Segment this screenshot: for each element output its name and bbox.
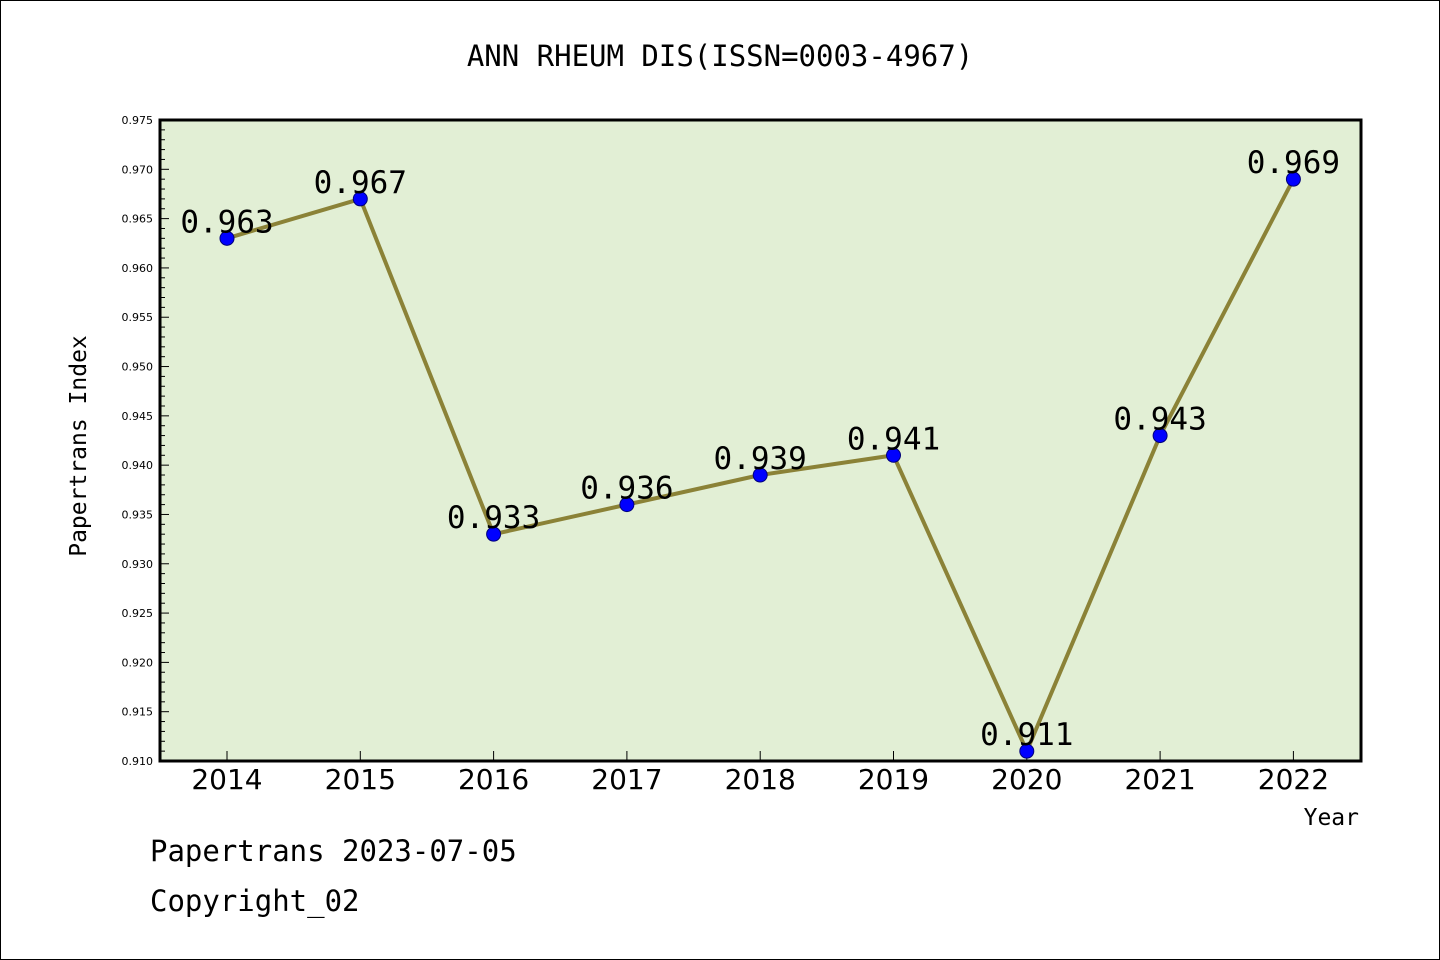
data-label: 0.969 [1247, 145, 1340, 181]
y-tick-label: 0.955 [122, 311, 154, 324]
y-tick-label: 0.970 [122, 163, 154, 176]
x-tick-label: 2018 [725, 763, 796, 796]
x-tick-label: 2014 [191, 763, 262, 796]
x-axis-ticks: 2014 2015 2016 2017 2018 2019 2020 2021 2022 [191, 751, 1329, 796]
data-label: 0.939 [714, 441, 807, 477]
data-label: 0.933 [447, 500, 540, 536]
y-tick-label: 0.910 [122, 755, 154, 768]
data-point [1285, 171, 1301, 187]
y-tick-label: 0.965 [122, 213, 154, 226]
x-axis-label: Year [1304, 805, 1359, 831]
data-point [219, 230, 235, 246]
series-group: 0.963 0.967 0.933 0.936 0.939 0.941 0.911 0.943… [180, 145, 1340, 759]
x-tick-label: 2021 [1124, 763, 1195, 796]
data-point [886, 447, 901, 463]
y-tick-label: 0.945 [122, 410, 154, 423]
data-label: 0.911 [980, 717, 1073, 753]
x-tick-label: 2022 [1258, 763, 1329, 796]
y-axis-ticks: 0.910 0.915 0.920 0.925 0.930 0.935 0.940 0.945… [122, 114, 169, 768]
x-tick-label: 2015 [325, 763, 396, 796]
chart-title: ANN RHEUM DIS(ISSN=0003-4967) [467, 39, 973, 73]
data-point [486, 526, 502, 542]
data-point [619, 497, 635, 513]
y-tick-label: 0.950 [122, 361, 154, 374]
data-point [352, 191, 368, 207]
data-label: 0.936 [580, 471, 673, 507]
y-tick-label: 0.975 [122, 114, 154, 127]
data-point [1152, 428, 1168, 444]
data-label: 0.963 [180, 204, 273, 240]
y-tick-label: 0.935 [122, 508, 154, 521]
data-point [752, 467, 768, 483]
y-tick-label: 0.925 [122, 607, 154, 620]
x-tick-label: 2017 [591, 763, 662, 796]
y-axis-label: Papertrans Index [66, 335, 92, 557]
data-point [1019, 743, 1035, 759]
data-label: 0.941 [847, 421, 940, 457]
footer-date: Papertrans 2023-07-05 [150, 834, 517, 868]
y-tick-label: 0.940 [122, 459, 154, 472]
data-label: 0.967 [314, 165, 407, 201]
x-tick-label: 2016 [458, 763, 529, 796]
y-tick-label: 0.920 [122, 656, 154, 669]
x-tick-label: 2020 [991, 763, 1062, 796]
data-label: 0.943 [1113, 402, 1206, 438]
footer-copyright: Copyright_02 [150, 884, 360, 918]
y-tick-label: 0.915 [122, 706, 154, 719]
x-tick-label: 2019 [858, 763, 929, 796]
y-tick-label: 0.960 [122, 262, 154, 275]
y-tick-label: 0.930 [122, 558, 154, 571]
